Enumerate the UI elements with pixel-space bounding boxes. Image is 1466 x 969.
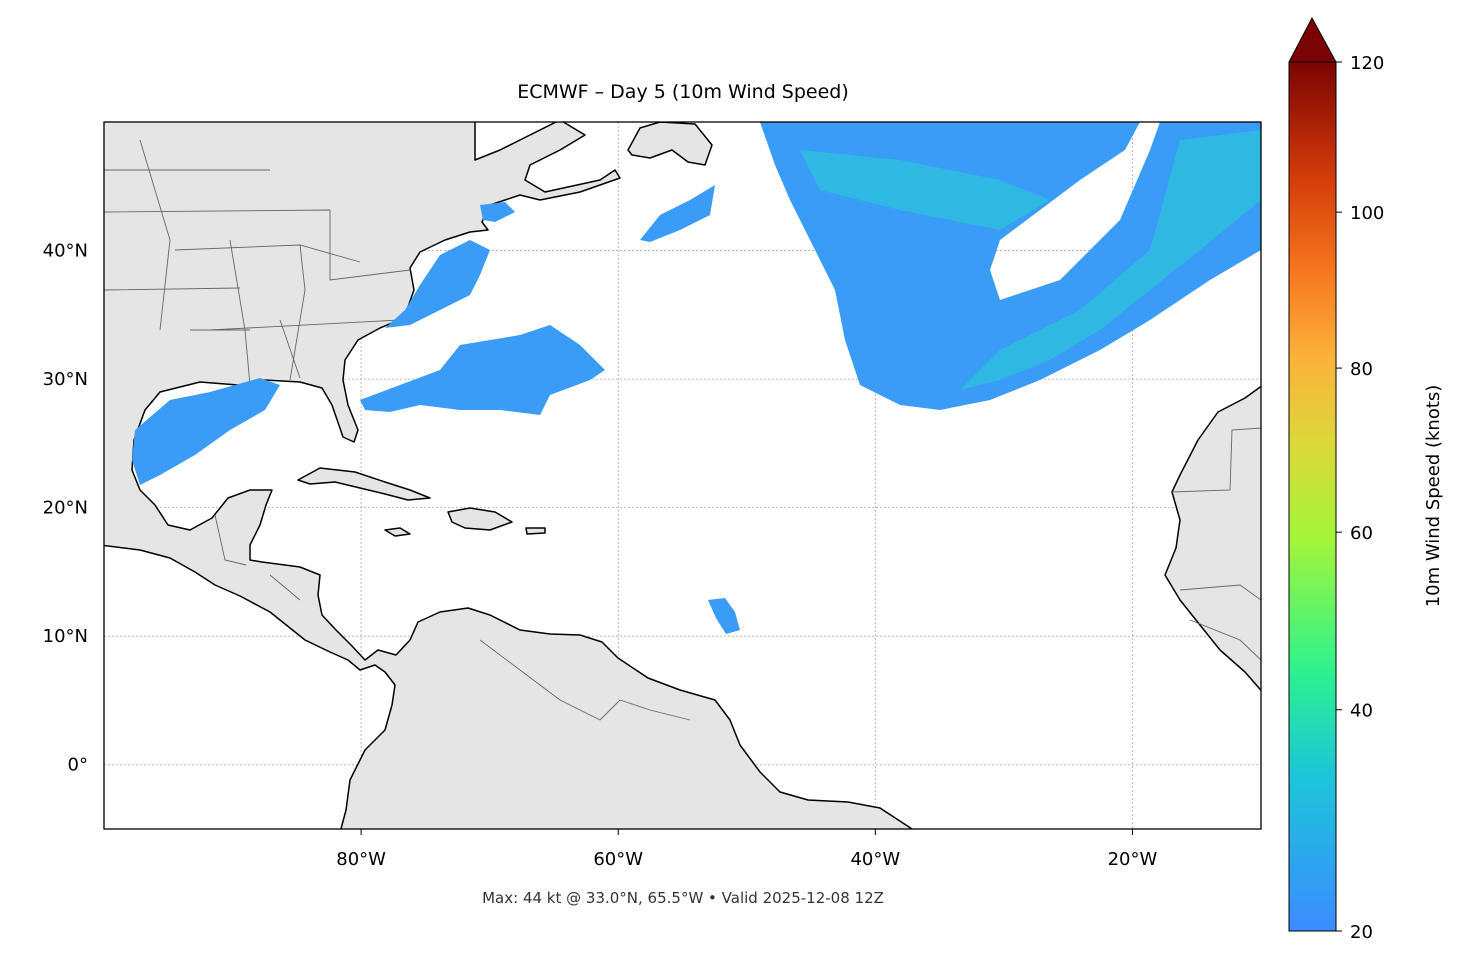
y-tick-label: 20°N [43,498,88,519]
hispaniola [447,507,513,531]
colorbar-tick-label: 100 [1350,203,1384,224]
state-borders [104,139,1261,721]
americas [104,122,913,829]
colorbar-tick-label: 40 [1350,701,1373,722]
y-tick-label: 10°N [43,626,88,647]
x-tick-label: 40°W [850,849,900,870]
wind-field [132,122,1261,634]
y-tick-label: 30°N [43,369,88,390]
title: ECMWF – Day 5 (10m Wind Speed) [517,81,849,103]
cuba [297,467,431,501]
africa [1164,385,1261,692]
colorbar: 10m Wind Speed (knots) 20 40 60 80 100 120 [1288,16,1444,943]
colorbar-extend [1288,16,1337,63]
x-tick-label: 20°W [1108,849,1158,870]
newfoundland [627,122,713,166]
map-area [104,122,1261,829]
y-tick-label: 40°N [43,241,88,262]
colorbar-tick-label: 80 [1350,359,1373,380]
map-frame [103,121,1262,830]
axes: 80°W 60°W 40°W 20°W 0° 10°N 20°N 30°N 40°N [43,241,1158,870]
footnote: Max: 44 kt @ 33.0°N, 65.5°W • Valid 2025… [482,889,884,907]
jamaica [384,527,411,537]
colorbar-tick-label: 60 [1350,523,1373,544]
colorbar-ramp [1288,61,1337,932]
x-tick-label: 60°W [593,849,643,870]
x-tick-label: 80°W [336,849,386,870]
puerto-rico [525,527,546,535]
colorbar-tick-label: 120 [1350,53,1384,74]
y-tick-label: 0° [68,755,88,776]
colorbar-tick-label: 20 [1350,922,1373,943]
colorbar-label: 10m Wind Speed (knots) [1423,385,1444,608]
